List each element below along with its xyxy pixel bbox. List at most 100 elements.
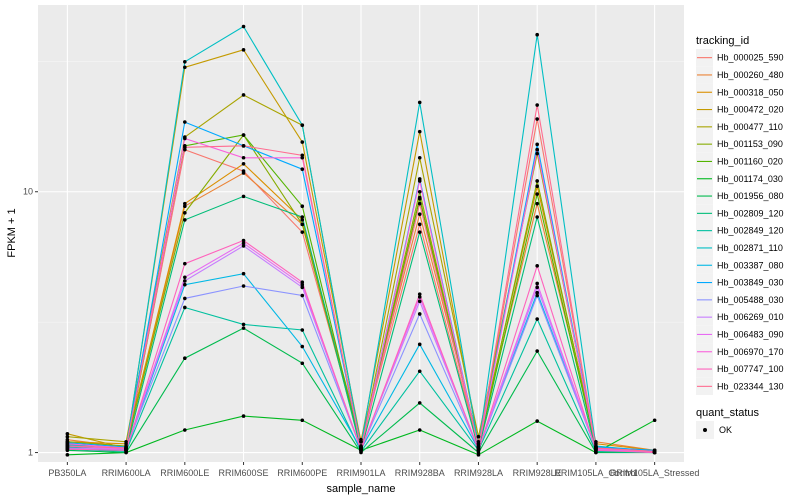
legend-label: Hb_023344_130 — [717, 381, 784, 391]
data-point — [417, 222, 422, 227]
data-point — [241, 271, 246, 276]
data-point — [652, 418, 657, 423]
data-point — [417, 312, 422, 316]
data-point — [417, 196, 422, 201]
legend-label: Hb_006483_090 — [717, 329, 784, 339]
legend-label: Hb_000318_050 — [717, 87, 784, 97]
legend-item: Hb_003387_080 — [696, 256, 784, 274]
x-tick-label: RRIM928LA — [454, 468, 503, 478]
data-point — [535, 147, 539, 152]
legend-item: Hb_000318_050 — [696, 83, 784, 101]
point-legend-marker — [703, 428, 707, 432]
data-point — [65, 432, 70, 436]
data-point — [65, 444, 70, 448]
data-point — [183, 275, 187, 280]
legend-item: Hb_007747_100 — [696, 360, 784, 378]
legend-label: Hb_001174_030 — [717, 174, 783, 184]
x-tick-label: RRIM928BA — [395, 468, 445, 478]
data-point — [300, 282, 305, 287]
data-point — [359, 446, 363, 450]
data-point — [417, 428, 422, 432]
data-point — [183, 356, 187, 361]
legend-label: Hb_000025_590 — [717, 53, 784, 63]
x-tick-label: RRIM105LA_Control — [554, 468, 637, 478]
data-point — [535, 281, 539, 286]
data-point — [241, 244, 246, 248]
legend-item: Hb_005488_030 — [696, 291, 784, 309]
data-point — [417, 179, 422, 183]
data-point — [652, 449, 657, 454]
data-point — [183, 305, 187, 310]
legend-label: Hb_002871_110 — [717, 243, 783, 253]
data-point — [300, 222, 305, 227]
data-point — [476, 448, 481, 453]
legend-item: Hb_006269_010 — [696, 308, 784, 326]
data-point — [241, 133, 246, 137]
data-point — [535, 290, 539, 295]
data-point — [417, 155, 422, 160]
data-point — [535, 184, 539, 189]
x-tick-label: PB350LA — [48, 468, 86, 478]
data-point — [300, 285, 305, 290]
x-axis-title: sample_name — [326, 483, 395, 495]
legend-label: Hb_002809_120 — [717, 208, 784, 218]
legend-item: Hb_003849_030 — [696, 273, 784, 292]
data-point — [476, 434, 481, 439]
data-point — [535, 117, 539, 121]
data-point — [183, 296, 187, 301]
legend-label: Hb_006970_170 — [717, 347, 784, 357]
data-point — [300, 155, 305, 160]
data-point — [300, 218, 305, 222]
legend-item: Hb_001153_090 — [696, 135, 783, 153]
legend-item: Hb_001174_030 — [696, 170, 783, 188]
data-point — [417, 295, 422, 299]
data-point — [300, 328, 305, 332]
data-point — [300, 230, 305, 234]
x-tick-label: RRIM600PE — [277, 468, 327, 478]
legend-label: Hb_001153_090 — [717, 139, 783, 149]
data-point — [300, 280, 305, 284]
data-point — [183, 145, 187, 150]
legend-label: Hb_007747_100 — [717, 364, 784, 374]
y-axis: 1 10 — [23, 187, 38, 458]
x-tick-label: RRIM600SE — [219, 468, 269, 478]
legend-item: Hb_000472_020 — [696, 100, 784, 119]
data-point — [535, 293, 539, 298]
data-point — [535, 192, 539, 196]
data-point — [300, 418, 305, 423]
data-point — [300, 204, 305, 209]
data-point — [241, 238, 246, 243]
data-point — [65, 434, 70, 439]
legend-item: Hb_002849_120 — [696, 222, 784, 240]
legend-item: Hb_002809_120 — [696, 204, 784, 222]
data-point — [417, 342, 422, 347]
data-point — [417, 189, 422, 194]
data-point — [359, 439, 363, 444]
data-point — [124, 439, 128, 444]
data-point — [535, 419, 539, 423]
y-axis-title: FPKM + 1 — [6, 208, 18, 257]
data-point — [300, 293, 305, 298]
data-point — [535, 264, 539, 268]
data-point — [417, 299, 422, 304]
data-point — [183, 218, 187, 222]
data-point — [183, 282, 187, 287]
data-point — [535, 151, 539, 156]
legend-label: Hb_000260_480 — [717, 70, 784, 80]
data-point — [183, 65, 187, 70]
data-point — [183, 211, 187, 215]
data-point — [300, 153, 305, 158]
x-tick-label: RRIM928LE — [513, 468, 562, 478]
data-point — [300, 344, 305, 349]
data-point — [241, 144, 246, 148]
data-point — [241, 48, 246, 52]
data-point — [241, 241, 246, 245]
y-tick-label: 10 — [23, 187, 33, 197]
data-point — [183, 261, 187, 266]
data-point — [183, 59, 187, 64]
legend-label: Hb_006269_010 — [717, 312, 784, 322]
legend: tracking_id Hb_000025_590 Hb_000260_480 Hb… — [696, 35, 784, 439]
data-point — [241, 284, 246, 288]
data-point — [183, 279, 187, 283]
